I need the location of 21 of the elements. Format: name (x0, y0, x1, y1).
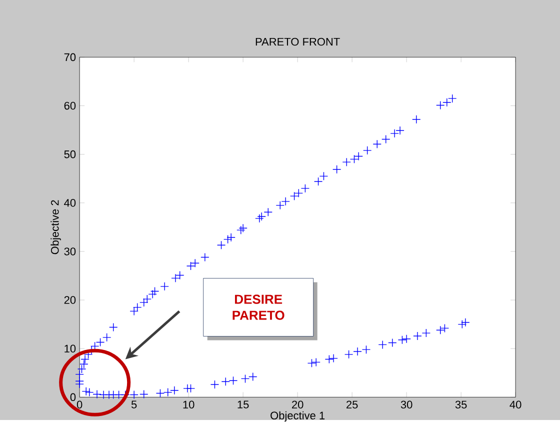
x-tick-label: 40 (510, 400, 522, 409)
x-tick-label: 20 (292, 400, 304, 409)
chart-title: PARETO FRONT (256, 38, 340, 46)
y-tick-label: 10 (64, 344, 76, 353)
x-tick-label: 10 (183, 400, 194, 409)
y-tick-label: 70 (64, 53, 76, 62)
y-tick-label: 20 (64, 296, 76, 304)
y-tick-label: 60 (64, 102, 76, 110)
y-tick-label: 50 (64, 150, 76, 158)
x-tick-label: 0 (76, 400, 82, 409)
x-axis-title: Objective 1 (270, 411, 325, 422)
annotation: DESIRE PARETO (232, 294, 284, 320)
y-tick-label: 0 (70, 393, 76, 402)
y-tick-label: 30 (64, 248, 76, 256)
x-tick-label: 30 (400, 400, 412, 409)
x-tick-label: 15 (238, 400, 249, 408)
x-tick-label: 25 (346, 400, 358, 409)
x-tick-label: 5 (131, 400, 137, 408)
x-tick-label: 35 (455, 400, 467, 409)
y-tick-label: 40 (64, 199, 76, 207)
y-axis-title: Objective 2 (50, 200, 61, 254)
